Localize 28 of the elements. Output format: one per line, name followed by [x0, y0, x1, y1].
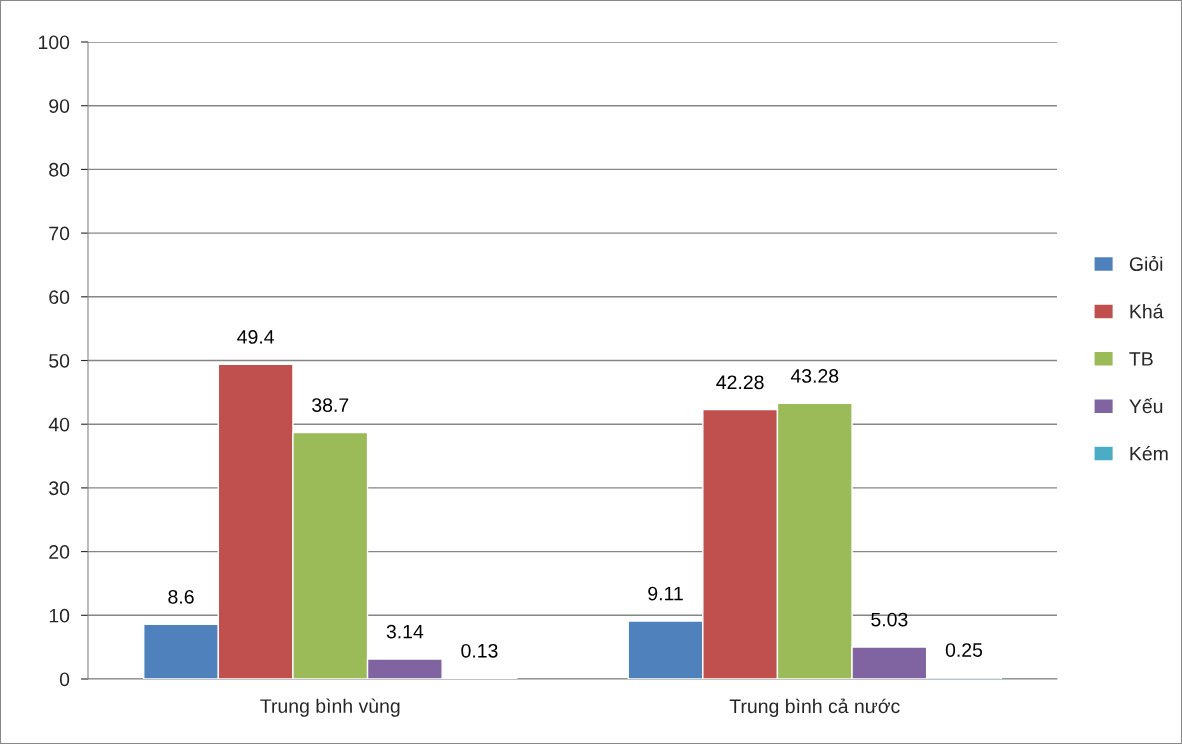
y-tick-label: 40	[48, 417, 70, 432]
data-label: 0.25	[945, 643, 983, 657]
data-label: 43.28	[790, 369, 839, 383]
y-tick-label: 0	[59, 672, 70, 687]
data-label: 3.14	[386, 624, 424, 639]
data-label: 42.28	[716, 375, 764, 390]
data-label: 8.6	[168, 589, 194, 604]
y-tick-label: 80	[49, 162, 70, 177]
x-tick-label: Trung bình cả nước	[729, 698, 900, 717]
y-tick-label: 90	[49, 99, 70, 113]
y-tick-label: 20	[49, 545, 70, 559]
data-label: 49.4	[237, 330, 274, 344]
y-tick-label: 50	[49, 353, 70, 368]
y-tick-label: 100	[38, 35, 70, 50]
data-label: 38.7	[312, 398, 349, 412]
legend-label: Yếu	[1129, 398, 1163, 414]
data-label: 9.11	[648, 586, 683, 601]
legend-label: Khá	[1130, 303, 1164, 319]
y-tick-label: 10	[49, 608, 70, 623]
legend-label: TB	[1129, 352, 1153, 366]
legend-label: Kém	[1130, 446, 1168, 461]
x-tick-label: Trung bình vùng	[260, 698, 400, 717]
data-label: 5.03	[871, 612, 908, 627]
y-tick-label: 70	[49, 226, 70, 241]
legend-label: Giỏi	[1129, 256, 1163, 271]
y-tick-label: 60	[49, 290, 70, 305]
y-tick-label: 30	[49, 481, 70, 496]
data-label: 0.13	[461, 643, 498, 658]
